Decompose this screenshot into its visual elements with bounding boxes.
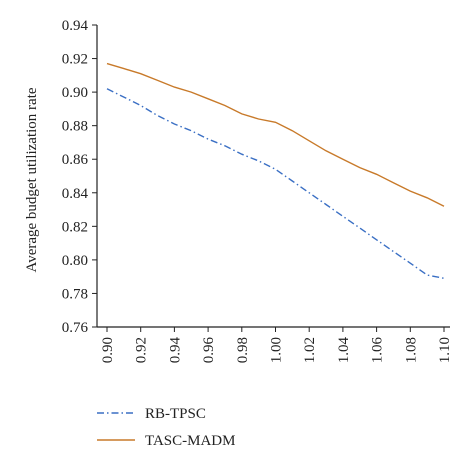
y-tick-label: 0.90 [62,85,88,101]
x-tick-label: 1.02 [302,337,318,363]
x-tick-label: 0.92 [134,337,150,363]
y-tick-label: 0.86 [62,152,89,168]
x-tick-label: 0.90 [100,337,116,363]
x-tick-label: 1.00 [269,337,285,363]
x-tick-label: 1.04 [336,337,352,364]
y-axis-label: Average budget utilization rate [24,87,40,272]
y-tick-label: 0.78 [62,286,88,302]
x-tick-label: 1.08 [403,337,419,363]
x-tick-label: 0.98 [235,337,251,363]
series-line-rb-tpsc [106,88,445,279]
series-line-tasc-madm [106,62,445,207]
y-tick-label: 0.92 [62,52,88,68]
y-tick-label: 0.88 [62,119,88,135]
legend-label: RB-TPSC [145,406,206,422]
legend: RB-TPSC TASC-MADM [97,406,235,449]
x-tick-label: 1.06 [370,337,386,364]
y-tick-label: 0.82 [62,219,88,235]
y-tick-label: 0.94 [62,18,89,34]
y-tick-label: 0.76 [62,320,89,336]
legend-label: TASC-MADM [145,433,235,449]
y-tick-label: 0.84 [62,186,89,202]
x-tick-label: 0.96 [201,337,217,364]
x-tick-label: 0.94 [167,337,183,364]
x-tick-label: 1.10 [437,337,453,363]
y-tick-label: 0.80 [62,253,88,269]
